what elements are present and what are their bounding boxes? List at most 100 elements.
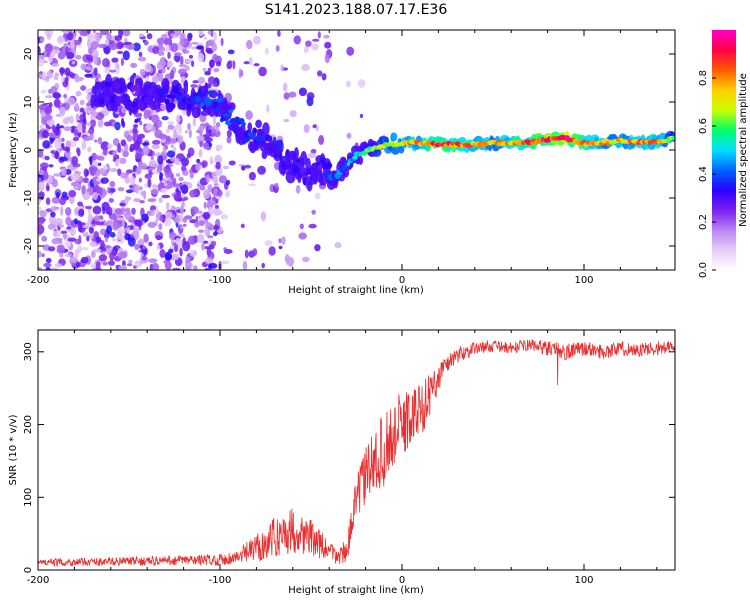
spectrogram-noise-blob (166, 201, 170, 211)
spectrogram-noise-blob (77, 201, 83, 207)
spectrogram-noise-blob (53, 74, 59, 81)
spectrogram-noise-blob (46, 185, 50, 192)
spectrogram-noise-blob (140, 190, 145, 196)
spectrogram-noise-blob (288, 91, 297, 98)
spectrogram-noise-blob (132, 42, 141, 52)
spectrogram-noise-blob (45, 197, 51, 205)
spectrogram-noise-blob (302, 256, 310, 263)
spectrogram-noise-blob (156, 165, 162, 174)
spectrogram-noise-blob (117, 187, 125, 192)
spectrogram-ridge-halo (94, 81, 103, 94)
spectrogram-noise-blob (175, 114, 181, 124)
spectrogram-ridge-core (146, 97, 154, 102)
spectrogram-ridge-halo (147, 82, 157, 90)
spectrogram-noise-blob (108, 198, 115, 203)
spectrogram-noise-blob (76, 147, 80, 155)
spectrogram-noise-blob (134, 152, 143, 160)
spectrogram-ridge-core (113, 81, 121, 90)
spectrogram-noise-blob (45, 43, 53, 53)
spectrogram-noise-blob (97, 119, 104, 128)
spectrogram-noise-blob (178, 124, 182, 135)
spectrogram-noise-blob (49, 132, 56, 138)
spectrogram-ridge-core (267, 135, 273, 142)
spectrogram-noise-blob (246, 39, 253, 50)
spectrogram-noise-blob (86, 121, 92, 127)
spectrogram-noise-blob (138, 51, 143, 57)
spectrogram-noise-blob (108, 260, 115, 266)
spectrogram-noise-blob (69, 226, 76, 237)
spectrogram-noise-blob (192, 117, 196, 127)
spectrogram-ridge-core (222, 113, 231, 118)
spectrogram-noise-blob (194, 221, 200, 228)
spectrogram-noise-blob (196, 233, 205, 243)
spectrogram-ridge-halo (262, 122, 270, 136)
spectrogram-noise-blob (317, 31, 321, 39)
spectrogram-noise-blob (126, 263, 133, 267)
spectrogram-noise-blob (65, 207, 72, 216)
spectrogram-ridge-core (281, 164, 290, 170)
spectrogram-noise-blob (162, 147, 167, 156)
spectrogram-noise-blob (99, 30, 109, 36)
spectrogram-noise-blob (281, 236, 286, 245)
spectrogram-noise-blob (215, 210, 223, 215)
spectrogram-noise-blob (51, 51, 56, 58)
spectrogram-noise-blob (312, 38, 320, 42)
spectrogram-noise-blob (141, 142, 150, 146)
spectrogram-ridge-core (113, 93, 117, 99)
spectrogram-noise-blob (134, 219, 143, 227)
spectrogram-noise-blob (66, 226, 72, 230)
y-tick-label: -20 (23, 238, 34, 254)
spectrogram-noise-blob (214, 205, 219, 209)
spectrogram-noise-blob (265, 47, 269, 56)
spectrogram-noise-blob (170, 33, 176, 37)
spectrogram-noise-blob (50, 267, 58, 270)
spectrogram-noise-blob (51, 125, 57, 133)
spectrogram-noise-blob (193, 265, 198, 270)
spectrogram-noise-blob (78, 234, 82, 244)
spectrogram-noise-blob (321, 73, 327, 81)
spectrogram-noise-blob (185, 59, 193, 63)
spectrogram-ridge-core (291, 153, 297, 161)
colorbar-label: Normalized spectral amplitude (738, 73, 749, 227)
spectrogram-noise-blob (40, 89, 47, 94)
spectrogram-ridge-core (125, 99, 131, 103)
spectrogram-noise-blob (226, 61, 233, 70)
spectrogram-noise-blob (97, 162, 102, 166)
spectrogram-noise-blob (228, 160, 236, 166)
spectrogram-noise-blob (283, 118, 290, 123)
spectrogram-ridge-core (194, 95, 202, 103)
spectrogram-noise-blob (157, 51, 165, 56)
spectrogram-ridge-core (121, 84, 126, 91)
spectrogram-ridge-core (241, 121, 246, 127)
spectrogram-noise-blob (208, 59, 215, 68)
spectrogram-noise-blob (66, 32, 74, 41)
spectrogram-noise-blob (172, 267, 181, 270)
snr-ylabel: SNR (10 * v/v) (8, 414, 19, 485)
spectrogram-noise-blob (132, 227, 139, 237)
spectrogram-ridge-core (136, 92, 141, 99)
spectrogram-noise-blob (109, 168, 119, 173)
spectrogram-noise-blob (79, 107, 85, 113)
spectrogram-noise-blob (45, 266, 51, 270)
spectrogram-ridge-halo (305, 157, 311, 171)
spectrogram-noise-blob (94, 67, 98, 76)
spectrogram-noise-blob (42, 140, 51, 149)
spectrogram-noise-blob (195, 163, 202, 172)
spectrogram-noise-blob (98, 254, 108, 262)
spectrogram-ridge-core (98, 98, 105, 105)
spectrogram-noise-blob (204, 227, 209, 235)
spectrogram-noise-blob (191, 46, 197, 50)
spectrogram-noise-blob (102, 147, 108, 156)
spectrogram-noise-blob (109, 69, 117, 73)
spectrogram-noise-blob (148, 241, 153, 247)
spectrogram-noise-blob (53, 46, 61, 50)
spectrogram-noise-blob (310, 148, 317, 154)
spectrogram-noise-blob (315, 126, 320, 132)
spectrogram-noise-blob (175, 237, 181, 246)
spectrogram-noise-blob (215, 61, 222, 67)
spectrogram-noise-blob (248, 171, 256, 181)
spectrogram-noise-blob (60, 206, 64, 216)
spectrogram-noise-blob (308, 223, 317, 229)
x-tick-label: 100 (574, 575, 593, 586)
